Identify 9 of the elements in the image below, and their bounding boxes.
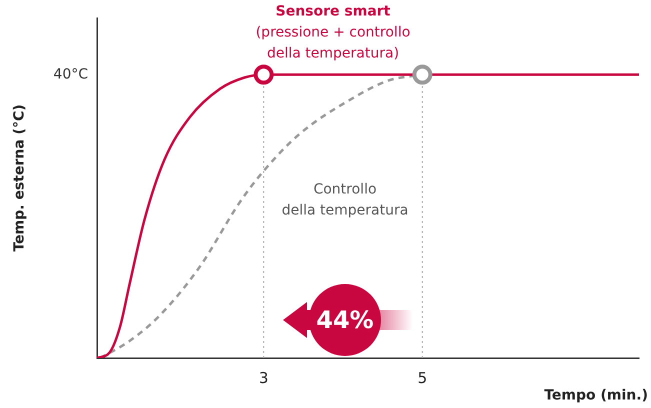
annotation: Controllo della temperatura: [282, 182, 408, 219]
x-axis-title: Tempo (min.): [544, 388, 648, 404]
text: 40°C: [53, 66, 88, 82]
x-tick-label: 3: [258, 368, 268, 387]
y-axis-title: Temp. esterna (°C): [12, 104, 28, 252]
x-tick-label: 5: [418, 368, 428, 387]
annotation: 44%: [309, 284, 381, 356]
text: Sensore smart: [276, 4, 391, 20]
text: (pressione + controllo della temperatura): [256, 24, 410, 62]
